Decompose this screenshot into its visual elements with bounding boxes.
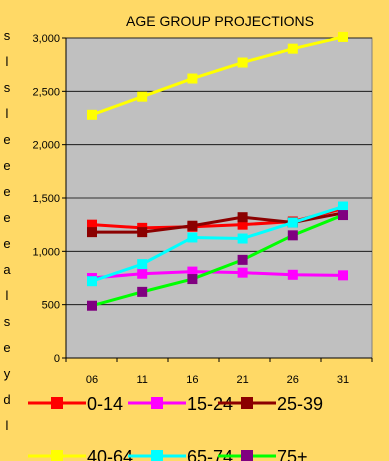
data-point — [287, 43, 298, 54]
legend: 0-14 15-24 25-39 40-64 65-74 75+ — [28, 394, 323, 461]
series-75+ — [87, 210, 348, 311]
y-tick-label: 0 — [54, 353, 60, 365]
legend-label: 65-74 — [187, 447, 233, 461]
data-point — [287, 230, 298, 241]
y-tick-label: 3,000 — [32, 33, 60, 45]
x-tick-label: 16 — [186, 374, 198, 386]
data-point — [237, 267, 248, 278]
data-point — [187, 220, 198, 231]
data-point — [137, 91, 148, 102]
x-tick-label: 31 — [337, 374, 349, 386]
side-text-char: e — [3, 184, 10, 199]
legend-label: 40-64 — [87, 447, 133, 461]
legend-item-75+: 75+ — [218, 447, 308, 461]
series-65-74 — [87, 201, 348, 287]
series-line — [91, 213, 344, 308]
y-tick-label: 2,500 — [32, 86, 60, 98]
legend-item-40-64: 40-64 — [28, 447, 133, 461]
legend-marker — [241, 397, 253, 409]
data-point — [87, 276, 97, 287]
side-text-char: y — [4, 366, 11, 381]
side-text-char: a — [3, 262, 11, 277]
legend-item-65-74: 65-74 — [128, 447, 233, 461]
data-point — [338, 31, 348, 42]
y-tick-label: 500 — [42, 300, 60, 312]
side-text-char: e — [3, 132, 10, 147]
side-text-char: s — [4, 314, 11, 329]
legend-marker — [241, 450, 253, 461]
data-point — [187, 232, 198, 243]
y-tick-label: 1,000 — [32, 246, 60, 258]
data-point — [137, 268, 148, 279]
side-text-char: d — [3, 392, 10, 407]
side-text-char: l — [6, 288, 9, 303]
side-text-char: e — [3, 158, 10, 173]
legend-item-25-39: 25-39 — [218, 394, 323, 414]
data-point — [237, 57, 248, 68]
x-tick-label: 21 — [236, 374, 248, 386]
side-text-char: e — [3, 236, 10, 251]
series-40-64 — [87, 31, 348, 120]
y-tick-label: 2,000 — [32, 140, 60, 152]
side-text-char: l — [6, 106, 9, 121]
y-tick-label: 1,500 — [32, 193, 60, 205]
legend-label: 25-39 — [277, 394, 323, 414]
data-point — [338, 210, 348, 221]
data-point — [237, 254, 248, 265]
legend-label: 75+ — [277, 447, 308, 461]
x-axis: 06 11 16 21 26 31 — [65, 357, 373, 386]
data-point — [237, 233, 248, 244]
legend-marker — [151, 450, 163, 461]
data-point — [87, 227, 97, 238]
data-point — [87, 219, 97, 230]
data-point — [137, 286, 148, 297]
data-point — [137, 259, 148, 270]
x-tick-label: 06 — [86, 374, 98, 386]
x-tick-label: 26 — [287, 374, 299, 386]
side-text-char: s — [4, 28, 11, 43]
data-point — [287, 217, 298, 228]
legend-item-0-14: 0-14 — [28, 394, 123, 414]
data-point — [287, 269, 298, 280]
data-point — [187, 274, 198, 285]
data-point — [338, 201, 348, 212]
data-point — [137, 227, 148, 238]
series-line — [91, 270, 344, 280]
data-point — [87, 109, 97, 120]
side-text-char: e — [3, 210, 10, 225]
data-point — [338, 270, 348, 281]
data-point — [187, 73, 198, 84]
series-line — [91, 35, 344, 117]
legend-marker — [51, 397, 63, 409]
legend-label: 15-24 — [187, 394, 233, 414]
side-text-char: e — [3, 340, 10, 355]
series-lines — [87, 31, 348, 311]
legend-item-15-24: 15-24 — [128, 394, 233, 414]
series-line — [91, 205, 344, 283]
y-axis: 0 500 1,000 1,500 2,000 2,500 3,000 — [32, 33, 67, 365]
side-text-char: s — [4, 80, 11, 95]
x-tick-label: 11 — [136, 374, 147, 386]
legend-marker — [151, 397, 163, 409]
gridlines — [66, 37, 372, 306]
data-point — [187, 266, 198, 277]
data-point — [237, 212, 248, 223]
data-point — [87, 300, 97, 311]
legend-label: 0-14 — [87, 394, 123, 414]
chart-title: AGE GROUP PROJECTIONS — [126, 13, 314, 29]
side-text-char: l — [6, 418, 9, 433]
data-point — [237, 219, 248, 230]
side-text-char: l — [6, 54, 9, 69]
legend-marker — [51, 450, 63, 461]
